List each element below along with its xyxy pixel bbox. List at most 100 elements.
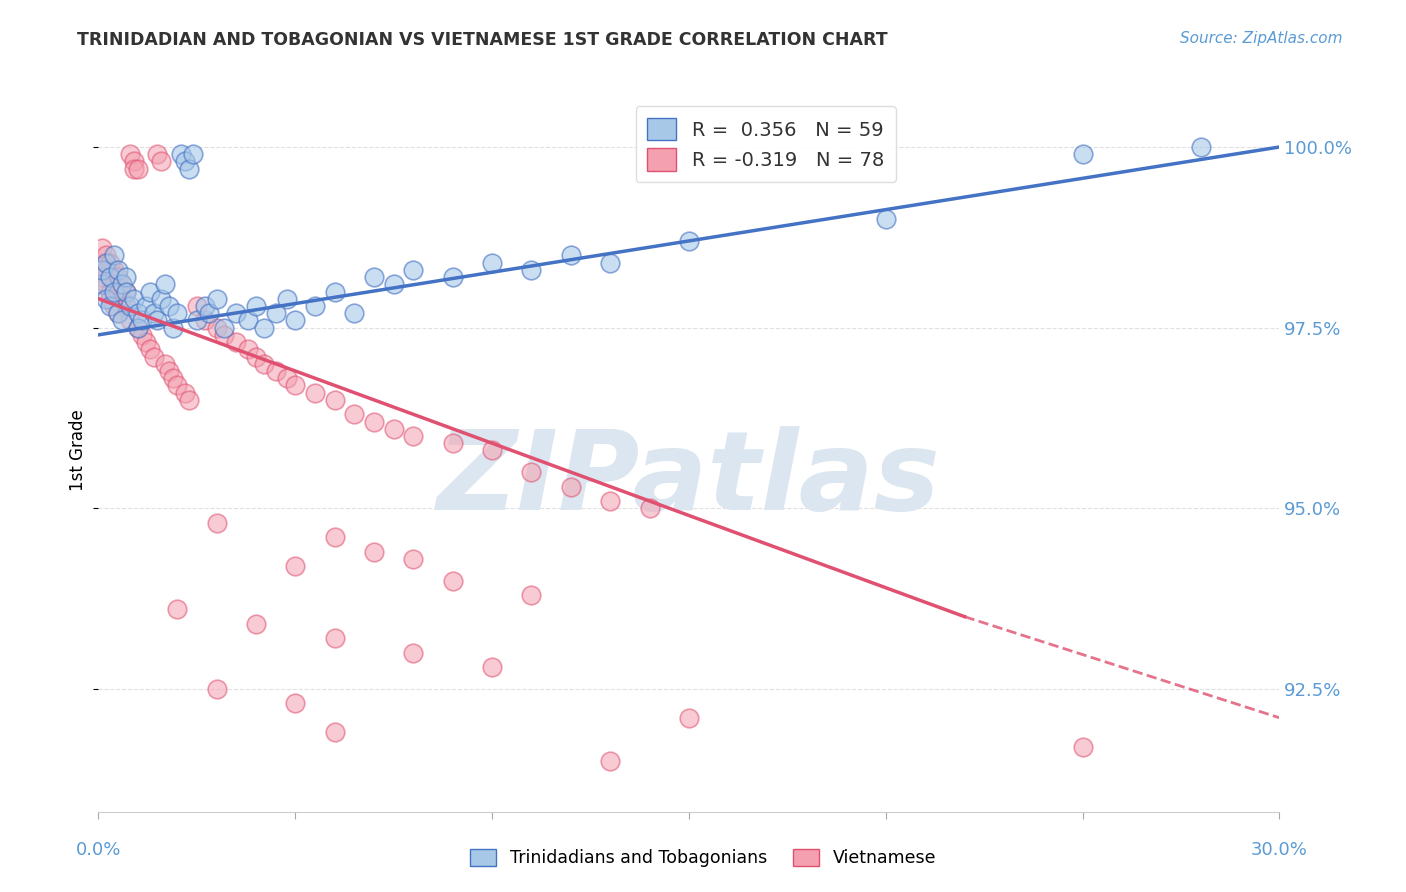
Point: [678, 234, 700, 248]
Point: [91, 241, 114, 255]
Point: [157, 364, 180, 378]
Point: [162, 371, 184, 385]
Point: [111, 277, 134, 292]
Point: [127, 320, 149, 334]
Point: [382, 277, 405, 292]
Point: [1071, 739, 1094, 754]
Point: [599, 754, 621, 768]
Point: [323, 725, 346, 739]
Point: [135, 299, 157, 313]
Point: [166, 378, 188, 392]
Point: [135, 334, 157, 349]
Point: [96, 262, 118, 277]
Point: [115, 285, 138, 299]
Point: [186, 299, 208, 313]
Point: [107, 306, 129, 320]
Point: [194, 313, 217, 327]
Point: [245, 616, 267, 631]
Point: [111, 277, 134, 292]
Point: [481, 443, 503, 458]
Point: [481, 660, 503, 674]
Point: [1189, 140, 1212, 154]
Point: [276, 371, 298, 385]
Point: [875, 212, 897, 227]
Point: [118, 147, 141, 161]
Point: [197, 306, 219, 320]
Point: [205, 292, 228, 306]
Point: [103, 285, 125, 299]
Point: [214, 320, 236, 334]
Text: Source: ZipAtlas.com: Source: ZipAtlas.com: [1180, 31, 1343, 46]
Point: [181, 147, 204, 161]
Point: [115, 299, 138, 313]
Point: [146, 313, 169, 327]
Point: [155, 357, 177, 371]
Point: [166, 306, 188, 320]
Point: [96, 255, 118, 269]
Point: [236, 343, 259, 357]
Point: [146, 147, 169, 161]
Point: [520, 588, 543, 602]
Point: [150, 154, 173, 169]
Point: [177, 161, 200, 176]
Point: [111, 313, 134, 327]
Point: [155, 277, 177, 292]
Point: [177, 392, 200, 407]
Point: [441, 574, 464, 588]
Point: [678, 711, 700, 725]
Point: [122, 292, 145, 306]
Point: [304, 385, 326, 400]
Point: [343, 407, 366, 421]
Point: [284, 378, 307, 392]
Point: [127, 306, 149, 320]
Point: [253, 357, 276, 371]
Point: [174, 154, 197, 169]
Point: [481, 255, 503, 269]
Point: [131, 313, 153, 327]
Point: [284, 696, 307, 710]
Point: [118, 313, 141, 327]
Point: [98, 299, 121, 313]
Point: [402, 551, 425, 566]
Point: [96, 292, 118, 306]
Point: [323, 530, 346, 544]
Point: [162, 320, 184, 334]
Point: [323, 392, 346, 407]
Point: [122, 154, 145, 169]
Point: [98, 285, 121, 299]
Point: [166, 602, 188, 616]
Point: [638, 501, 661, 516]
Point: [225, 334, 247, 349]
Point: [131, 327, 153, 342]
Point: [1071, 147, 1094, 161]
Y-axis label: 1st Grade: 1st Grade: [69, 409, 87, 491]
Legend: R =  0.356   N = 59, R = -0.319   N = 78: R = 0.356 N = 59, R = -0.319 N = 78: [636, 106, 896, 182]
Point: [142, 306, 165, 320]
Point: [363, 415, 385, 429]
Point: [107, 262, 129, 277]
Point: [253, 320, 276, 334]
Point: [264, 364, 287, 378]
Text: 0.0%: 0.0%: [76, 840, 121, 859]
Point: [382, 422, 405, 436]
Point: [194, 299, 217, 313]
Point: [103, 299, 125, 313]
Point: [103, 277, 125, 292]
Point: [170, 147, 193, 161]
Point: [304, 299, 326, 313]
Point: [91, 270, 114, 285]
Point: [118, 299, 141, 313]
Point: [142, 350, 165, 364]
Point: [402, 262, 425, 277]
Point: [91, 277, 114, 292]
Point: [236, 313, 259, 327]
Point: [245, 350, 267, 364]
Point: [138, 285, 160, 299]
Point: [98, 255, 121, 269]
Point: [205, 681, 228, 696]
Text: 30.0%: 30.0%: [1251, 840, 1308, 859]
Point: [520, 262, 543, 277]
Point: [441, 270, 464, 285]
Point: [91, 262, 114, 277]
Legend: Trinidadians and Tobagonians, Vietnamese: Trinidadians and Tobagonians, Vietnamese: [463, 842, 943, 874]
